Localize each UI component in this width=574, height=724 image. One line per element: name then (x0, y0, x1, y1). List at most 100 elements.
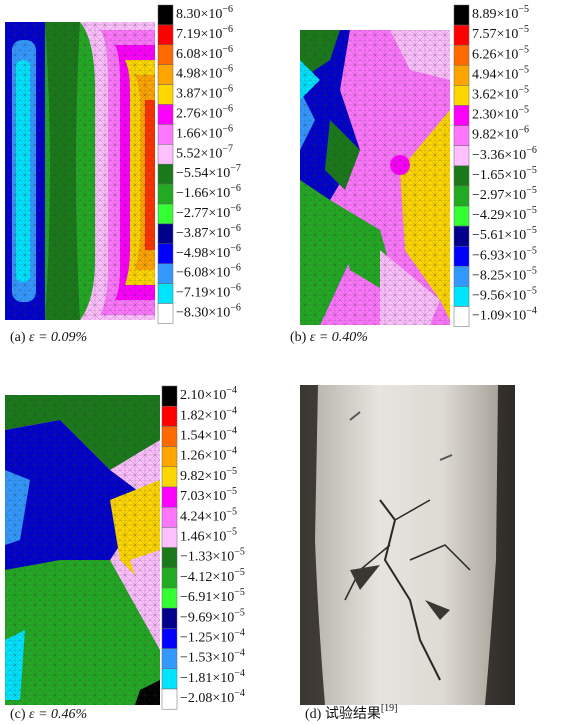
colorbar-label: −3.87×10−6 (176, 223, 241, 241)
label-base: −1.25×10 (180, 631, 234, 646)
colorbar-swatch (453, 185, 470, 207)
colorbar-swatch (453, 4, 470, 26)
label-base: 7.57×10 (472, 27, 518, 42)
label-exp: −5 (518, 65, 529, 76)
colorbar-swatch (161, 466, 178, 488)
label-exp: −4 (234, 648, 245, 659)
colorbar-swatch (453, 105, 470, 126)
colorbar-label: 4.98×10−6 (176, 64, 233, 82)
colorbar-swatch (453, 205, 470, 227)
contour-c (5, 395, 160, 705)
colorbar-label: 1.66×10−6 (176, 124, 233, 142)
label-base: −8.30×10 (176, 306, 230, 321)
label-base: −6.08×10 (176, 266, 230, 281)
caption-sup: [19] (381, 703, 398, 714)
colorbar-label: −1.66×10−6 (176, 183, 241, 201)
label-exp: −7 (230, 163, 241, 174)
label-base: 5.52×10 (176, 146, 222, 161)
label-base: 8.89×10 (472, 7, 518, 22)
colorbar-label: −5.54×10−7 (176, 163, 241, 181)
label-exp: −5 (226, 486, 237, 497)
colorbar-swatch (161, 668, 178, 690)
label-base: 2.30×10 (472, 108, 518, 123)
colorbar-swatch (453, 145, 470, 167)
caption-text: ε = 0.09% (29, 330, 87, 345)
colorbars: 8.30×10−67.19×10−66.08×10−64.98×10−63.87… (157, 4, 537, 710)
colorbar-swatch (161, 506, 178, 528)
label-base: 7.03×10 (180, 489, 226, 504)
colorbar-swatch (453, 245, 470, 267)
colorbar-label: 2.10×10−4 (180, 385, 237, 403)
label-exp: −5 (234, 608, 245, 619)
colorbar-label: −9.56×10−5 (472, 286, 537, 304)
colorbar-label: −8.25×10−5 (472, 266, 537, 284)
label-exp: −6 (222, 84, 233, 95)
label-exp: −6 (230, 263, 241, 274)
colorbar-label: −8.30×10−6 (176, 303, 241, 321)
caption-text: 试验结果 (325, 706, 381, 722)
colorbar-swatch (161, 426, 178, 447)
colorbar-label: −7.19×10−6 (176, 283, 241, 301)
label-exp: −6 (222, 4, 233, 15)
label-base: −7.19×10 (176, 286, 230, 301)
colorbar-swatch (161, 587, 178, 609)
colorbar-label: −1.33×10−5 (180, 547, 245, 565)
colorbar-label: 4.94×10−5 (472, 65, 529, 83)
colorbar-label: −6.93×10−5 (472, 246, 537, 264)
label-base: 4.94×10 (472, 68, 518, 83)
colorbar-swatch (157, 163, 174, 185)
colorbar-label: 1.54×10−4 (180, 426, 237, 444)
colorbar-label: −9.69×10−5 (180, 608, 245, 626)
colorbar-swatch (157, 223, 174, 245)
colorbar-swatch (453, 225, 470, 247)
label-base: 1.82×10 (180, 409, 226, 424)
colorbar-label: 8.89×10−5 (472, 4, 529, 22)
colorbar-label: −5.61×10−5 (472, 225, 537, 243)
colorbar-label: 4.24×10−5 (180, 507, 237, 525)
colorbar-swatch (161, 688, 178, 710)
label-base: 2.10×10 (180, 388, 226, 403)
label-base: −1.33×10 (180, 550, 234, 565)
colorbar-swatch (157, 44, 174, 65)
label-exp: −6 (222, 104, 233, 115)
caption-label: (c) (10, 707, 26, 722)
label-base: 1.54×10 (180, 429, 226, 444)
label-base: 2.76×10 (176, 107, 222, 122)
colorbar-swatch (157, 64, 174, 85)
colorbar-label: −2.77×10−6 (176, 203, 241, 221)
colorbar-swatch (453, 165, 470, 187)
label-base: −5.54×10 (176, 166, 230, 181)
colorbar-label: 7.19×10−6 (176, 24, 233, 42)
label-base: −4.98×10 (176, 246, 230, 261)
caption-text: ε = 0.46% (29, 707, 87, 722)
contour-b (300, 30, 450, 325)
label-base: 4.24×10 (180, 510, 226, 525)
caption-label: (b) (290, 330, 307, 345)
colorbar-swatch (161, 405, 178, 427)
contour-a (5, 22, 155, 320)
label-base: −4.29×10 (472, 208, 526, 223)
colorbar-swatch (453, 286, 470, 307)
label-exp: −5 (226, 507, 237, 518)
colorbar-label: 1.82×10−4 (180, 406, 237, 424)
label-base: −1.09×10 (472, 309, 526, 324)
label-exp: −4 (526, 306, 537, 317)
colorbar-label: −4.98×10−6 (176, 243, 241, 261)
colorbar-label: −1.53×10−4 (180, 648, 245, 666)
label-exp: −6 (518, 125, 529, 136)
colorbar-swatch (161, 567, 178, 589)
colorbar-swatch (157, 24, 174, 46)
colorbar-label: −3.36×10−6 (472, 145, 537, 163)
label-base: 1.26×10 (180, 449, 226, 464)
colorbar-label: 7.03×10−5 (180, 486, 237, 504)
colorbar-swatch (453, 65, 470, 86)
colorbar-label: −1.09×10−4 (472, 306, 537, 324)
label-exp: −6 (222, 64, 233, 75)
colorbar-swatch (161, 385, 178, 407)
colorbar-label: −6.91×10−5 (180, 587, 245, 605)
label-base: 3.87×10 (176, 87, 222, 102)
colorbar-label: −4.12×10−5 (180, 567, 245, 585)
colorbar-swatch (161, 648, 178, 670)
label-base: −3.87×10 (176, 226, 230, 241)
label-base: 6.26×10 (472, 47, 518, 62)
